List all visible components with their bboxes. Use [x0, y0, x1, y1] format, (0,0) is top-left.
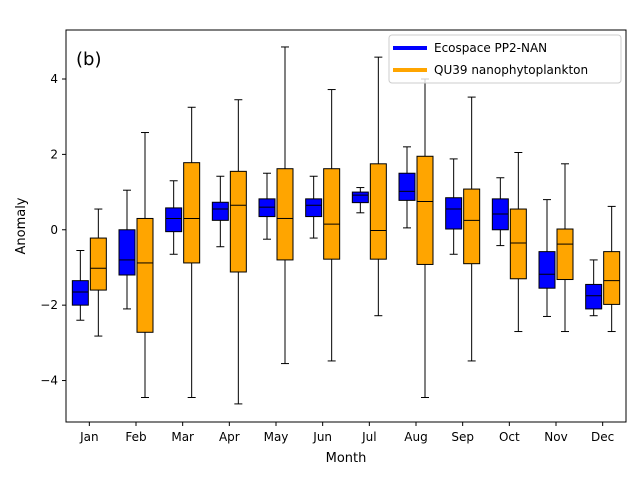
- box: [136, 217, 154, 333]
- panel-label: (b): [76, 49, 101, 70]
- box: [603, 251, 621, 305]
- x-tick-label: May: [264, 430, 289, 444]
- box: [229, 170, 247, 273]
- x-tick-label: Jul: [361, 430, 376, 444]
- y-tick-label: 0: [50, 223, 58, 237]
- y-tick-label: 4: [50, 72, 58, 86]
- y-tick-label: 2: [50, 147, 58, 161]
- box: [183, 162, 201, 264]
- box: [585, 283, 603, 310]
- box: [211, 201, 229, 221]
- box: [258, 198, 276, 218]
- box: [445, 197, 463, 230]
- box: [165, 207, 183, 233]
- box: [118, 229, 136, 276]
- y-axis-label: Anomaly: [14, 197, 29, 254]
- y-tick-label: −4: [40, 374, 58, 388]
- series-group: [71, 146, 603, 321]
- x-tick-label: Aug: [404, 430, 427, 444]
- box: [463, 188, 481, 265]
- x-tick-label: Sep: [451, 430, 474, 444]
- y-tick-label: −2: [40, 298, 58, 312]
- legend-label: Ecospace PP2-NAN: [434, 41, 547, 55]
- series-group: [89, 46, 621, 405]
- legend-frame: [388, 34, 622, 84]
- box: [416, 155, 434, 265]
- plot-frame: [65, 29, 627, 423]
- x-tick-label: Feb: [125, 430, 146, 444]
- box: [71, 280, 89, 306]
- legend-label: QU39 nanophytoplankton: [434, 63, 588, 77]
- x-tick-label: Oct: [499, 430, 520, 444]
- plot-area: [66, 30, 626, 422]
- boxes-layer: [71, 46, 621, 405]
- x-tick-label: Nov: [544, 430, 567, 444]
- legend: Ecospace PP2-NAN QU39 nanophytoplankton: [388, 34, 622, 84]
- box: [305, 198, 323, 218]
- axes-layer: Jan Feb Mar Apr May Jun Jul Aug Sep Oct Nov Dec −4 −2…: [40, 72, 614, 444]
- box: [351, 191, 369, 204]
- x-tick-label: Apr: [219, 430, 240, 444]
- x-axis-label: Month: [326, 451, 367, 466]
- box: [509, 208, 527, 280]
- box: [538, 251, 556, 289]
- box: [276, 168, 294, 261]
- x-tick-label: Jun: [312, 430, 332, 444]
- x-tick-label: Dec: [591, 430, 614, 444]
- box: [89, 237, 107, 291]
- x-tick-label: Jan: [79, 430, 99, 444]
- box: [556, 228, 574, 281]
- box: [398, 172, 416, 201]
- x-tick-label: Mar: [171, 430, 194, 444]
- box: [323, 168, 341, 260]
- box: [369, 163, 387, 260]
